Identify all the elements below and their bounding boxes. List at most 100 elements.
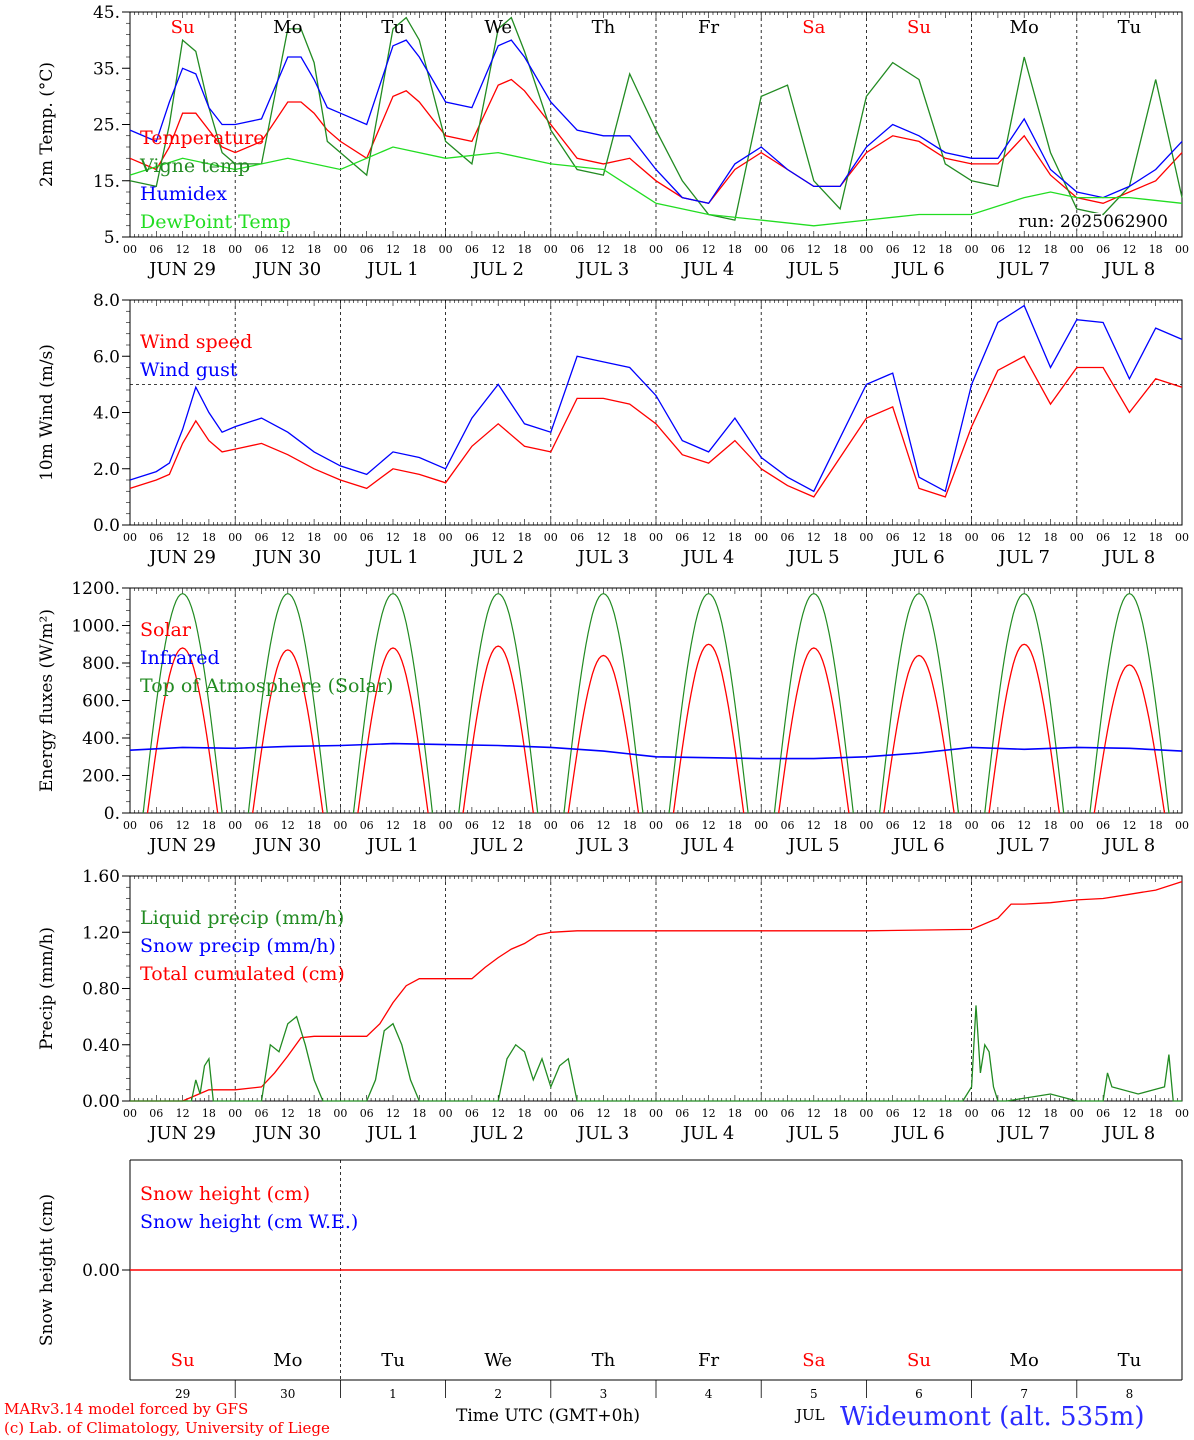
footer-credits: MARv3.14 model forced by GFS (c) Lab. of… bbox=[4, 1400, 330, 1438]
hour-tick-label: 12 bbox=[1017, 1107, 1031, 1120]
series-line bbox=[129, 355, 1183, 498]
date-label: JUL 7 bbox=[996, 835, 1050, 856]
hour-tick-label: 00 bbox=[1175, 819, 1189, 832]
hour-tick-label: 00 bbox=[859, 819, 873, 832]
hour-tick-label: 18 bbox=[412, 531, 426, 544]
hour-tick-label: 18 bbox=[518, 243, 532, 256]
weekday-label: Mo bbox=[273, 1350, 302, 1371]
date-label: JUL 6 bbox=[891, 1123, 945, 1144]
hour-tick-label: 00 bbox=[965, 531, 979, 544]
hour-tick-label: 18 bbox=[623, 1107, 637, 1120]
hour-tick-label: 18 bbox=[307, 243, 321, 256]
date-label: JUL 3 bbox=[576, 259, 630, 280]
weekday-label: Fr bbox=[698, 1350, 719, 1371]
hour-tick-label: 06 bbox=[255, 243, 269, 256]
hour-tick-label: 18 bbox=[833, 243, 847, 256]
hour-tick-label: 06 bbox=[570, 1107, 584, 1120]
y-tick-label: 400. bbox=[82, 729, 120, 749]
hour-tick-label: 00 bbox=[123, 243, 137, 256]
hour-tick-label: 00 bbox=[1070, 1107, 1084, 1120]
date-label: JUL 1 bbox=[365, 835, 419, 856]
hour-tick-label: 06 bbox=[1096, 243, 1110, 256]
hour-tick-label: 00 bbox=[859, 531, 873, 544]
date-label: JUL 8 bbox=[1102, 259, 1156, 280]
solar-curve bbox=[672, 643, 745, 814]
hour-tick-label: 12 bbox=[1122, 1107, 1136, 1120]
hour-tick-label: 18 bbox=[1149, 1107, 1163, 1120]
hour-tick-label: 06 bbox=[255, 531, 269, 544]
hour-tick-label: 18 bbox=[518, 531, 532, 544]
legend-entry: Wind gust bbox=[140, 359, 238, 381]
panel-1-frame bbox=[129, 299, 1183, 526]
legend-entry: Wind speed bbox=[140, 331, 252, 353]
hour-tick-label: 12 bbox=[807, 819, 821, 832]
hour-tick-label: 18 bbox=[307, 819, 321, 832]
hour-tick-label: 18 bbox=[938, 1107, 952, 1120]
hour-tick-label: 00 bbox=[965, 243, 979, 256]
y-tick-label: 25. bbox=[93, 116, 120, 136]
hour-tick-label: 12 bbox=[1122, 243, 1136, 256]
panel-2-frame bbox=[129, 587, 1183, 814]
hour-tick-label: 18 bbox=[623, 531, 637, 544]
hour-tick-label: 18 bbox=[833, 1107, 847, 1120]
hour-tick-label: 06 bbox=[675, 819, 689, 832]
hour-tick-label: 00 bbox=[228, 1107, 242, 1120]
series-line bbox=[129, 78, 1183, 205]
date-label: JUL 3 bbox=[576, 547, 630, 568]
hour-tick-label: 00 bbox=[123, 1107, 137, 1120]
hour-tick-label: 12 bbox=[386, 243, 400, 256]
hour-tick-label: 12 bbox=[491, 819, 505, 832]
y-tick-label: 15. bbox=[93, 172, 120, 192]
hour-tick-label: 00 bbox=[123, 531, 137, 544]
hour-tick-label: 00 bbox=[1070, 243, 1084, 256]
date-label: JUN 29 bbox=[147, 835, 216, 856]
weekday-label: Mo bbox=[1010, 17, 1039, 38]
toa-solar-curve bbox=[352, 592, 433, 814]
hour-tick-label: 06 bbox=[1096, 531, 1110, 544]
hour-tick-label: 00 bbox=[228, 243, 242, 256]
hour-tick-label: 06 bbox=[465, 531, 479, 544]
weekday-label: Tu bbox=[1118, 1350, 1142, 1371]
weekday-label: Su bbox=[907, 1350, 931, 1371]
day-number: 7 bbox=[1020, 1387, 1028, 1400]
hour-tick-label: 06 bbox=[991, 1107, 1005, 1120]
hour-tick-label: 12 bbox=[1017, 819, 1031, 832]
hour-tick-label: 18 bbox=[307, 531, 321, 544]
hour-tick-label: 06 bbox=[781, 819, 795, 832]
hour-tick-label: 06 bbox=[991, 819, 1005, 832]
series-line bbox=[129, 39, 1183, 205]
hour-tick-label: 12 bbox=[807, 243, 821, 256]
weekday-label: Su bbox=[907, 17, 931, 38]
day-number: 1 bbox=[389, 1387, 397, 1400]
hour-tick-label: 06 bbox=[886, 1107, 900, 1120]
hour-tick-label: 12 bbox=[1122, 531, 1136, 544]
hour-tick-label: 06 bbox=[991, 531, 1005, 544]
toa-solar-curve bbox=[1089, 592, 1170, 814]
hour-tick-label: 06 bbox=[781, 1107, 795, 1120]
hour-tick-label: 12 bbox=[281, 243, 295, 256]
month-label: JUL bbox=[796, 1406, 825, 1424]
hour-tick-label: 06 bbox=[570, 243, 584, 256]
hour-tick-label: 18 bbox=[307, 1107, 321, 1120]
weekday-label: We bbox=[484, 1350, 512, 1371]
series-line bbox=[130, 1005, 1182, 1102]
y-axis-label: 2m Temp. (°C) bbox=[37, 62, 57, 187]
date-label: JUL 1 bbox=[365, 547, 419, 568]
weekday-label: Tu bbox=[1118, 17, 1142, 38]
meteogram-svg: 5. 15. 25. 35. 45. 2m Temp. (°C) Temperature Vi… bbox=[37, 3, 1189, 1401]
weekday-label: Sa bbox=[802, 1350, 825, 1371]
y-tick-label: 6.0 bbox=[93, 347, 120, 367]
date-label: JUL 5 bbox=[786, 547, 840, 568]
date-label: JUL 5 bbox=[786, 259, 840, 280]
hour-tick-label: 00 bbox=[649, 243, 663, 256]
hour-tick-label: 12 bbox=[702, 243, 716, 256]
hour-tick-label: 18 bbox=[833, 531, 847, 544]
hour-tick-label: 18 bbox=[202, 819, 216, 832]
date-label: JUL 2 bbox=[470, 1123, 524, 1144]
hour-tick-label: 12 bbox=[491, 1107, 505, 1120]
hour-tick-label: 06 bbox=[886, 819, 900, 832]
hour-tick-label: 18 bbox=[1044, 531, 1058, 544]
y-axis-label: Precip (mm/h) bbox=[37, 927, 57, 1050]
hour-tick-label: 00 bbox=[859, 243, 873, 256]
solar-curve bbox=[778, 647, 850, 814]
